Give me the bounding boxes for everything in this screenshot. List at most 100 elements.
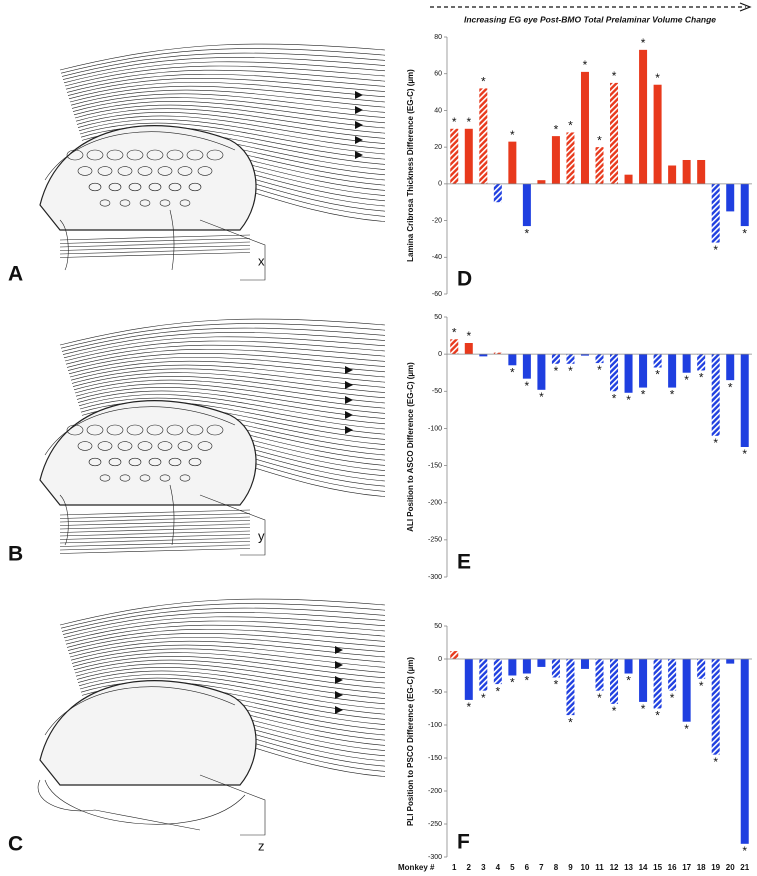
significance-marker: * [525, 226, 530, 240]
y-tick-label: 0 [438, 656, 442, 663]
significance-marker: * [583, 58, 588, 72]
measure-bracket [199, 494, 266, 556]
arrowhead [345, 381, 353, 389]
significance-marker: * [510, 676, 515, 690]
pore [88, 457, 102, 467]
y-tick-label: 50 [434, 314, 442, 321]
fibre-line [72, 97, 386, 118]
bar [464, 659, 473, 700]
significance-marker: * [568, 119, 573, 133]
pore [137, 441, 153, 451]
arrowhead [335, 706, 343, 714]
bar [580, 354, 589, 356]
bar [551, 659, 560, 678]
pore [77, 441, 93, 451]
bar [580, 71, 589, 184]
significance-marker: * [684, 722, 689, 736]
laminar-beam [59, 516, 251, 523]
pore [106, 424, 124, 436]
pore [108, 182, 122, 192]
bar [668, 354, 677, 388]
bar [493, 352, 502, 355]
fibre-line [76, 112, 386, 139]
bar [726, 183, 735, 212]
significance-marker: * [699, 679, 704, 693]
disc-rim [44, 406, 236, 456]
measure-label: z [258, 838, 265, 853]
pore [128, 182, 142, 192]
y-tick-label: -150 [428, 462, 442, 469]
x-tick-label: 6 [525, 863, 530, 872]
significance-marker: * [655, 709, 660, 723]
laminar-beam [59, 534, 251, 540]
bar [522, 354, 531, 379]
pore [188, 457, 202, 467]
laminar-beam [59, 513, 251, 519]
pore [166, 424, 184, 436]
bar [610, 82, 619, 184]
significance-marker: * [670, 388, 675, 402]
measure-label: y [258, 528, 265, 543]
pore [206, 149, 224, 161]
bar [624, 659, 633, 674]
pore [146, 424, 164, 436]
significance-marker: * [452, 115, 457, 129]
arrowhead [335, 646, 343, 654]
y-axis-label: ALI Position to ASCO Difference (EG-C) (… [406, 362, 415, 532]
pore [97, 166, 113, 176]
pore [66, 149, 84, 161]
fibre-line [76, 667, 386, 694]
bar [610, 354, 619, 392]
pore [157, 441, 173, 451]
pore [66, 424, 84, 436]
bar [464, 128, 473, 184]
fibre-line [60, 48, 386, 74]
x-tick-label: 19 [711, 863, 720, 872]
y-tick-label: 60 [434, 71, 442, 78]
header-arrowhead [739, 2, 752, 12]
pore [168, 457, 182, 467]
fibre-line [66, 73, 386, 93]
panel-letter: C [8, 833, 23, 856]
fibre-line [72, 372, 386, 393]
bar [653, 354, 662, 368]
fibre-line [74, 379, 386, 404]
bar [697, 159, 706, 184]
bar [464, 343, 473, 355]
significance-marker: * [713, 755, 718, 769]
significance-marker: * [510, 128, 515, 142]
arrowhead [355, 91, 363, 99]
pore [117, 166, 133, 176]
bar [508, 659, 517, 676]
fibre-line [70, 89, 386, 108]
bar [682, 354, 691, 373]
fibre-line [64, 620, 386, 642]
illustration: z [37, 598, 386, 853]
bar [493, 183, 502, 203]
x-tick-label: 2 [467, 863, 472, 872]
bar [740, 354, 749, 447]
laminar-beam [59, 541, 251, 547]
fibre-line [71, 93, 386, 113]
fibre-line [79, 122, 386, 155]
bar [537, 659, 546, 667]
pore [128, 457, 142, 467]
significance-marker: * [612, 391, 617, 405]
bar [639, 354, 648, 388]
illustration: x [39, 43, 386, 281]
arrowhead [355, 136, 363, 144]
significance-marker: * [641, 388, 646, 402]
fibre-line [65, 69, 386, 90]
significance-marker: * [728, 380, 733, 394]
significance-marker: * [525, 674, 530, 688]
pore [137, 166, 153, 176]
bar [566, 354, 575, 364]
y-tick-label: -250 [428, 821, 442, 828]
bar [668, 659, 677, 691]
bar [566, 659, 575, 716]
fibre-line [62, 57, 386, 80]
significance-marker: * [612, 69, 617, 83]
fibre-line [78, 674, 386, 705]
fibre-line [64, 65, 386, 87]
fibre-line [68, 81, 386, 100]
